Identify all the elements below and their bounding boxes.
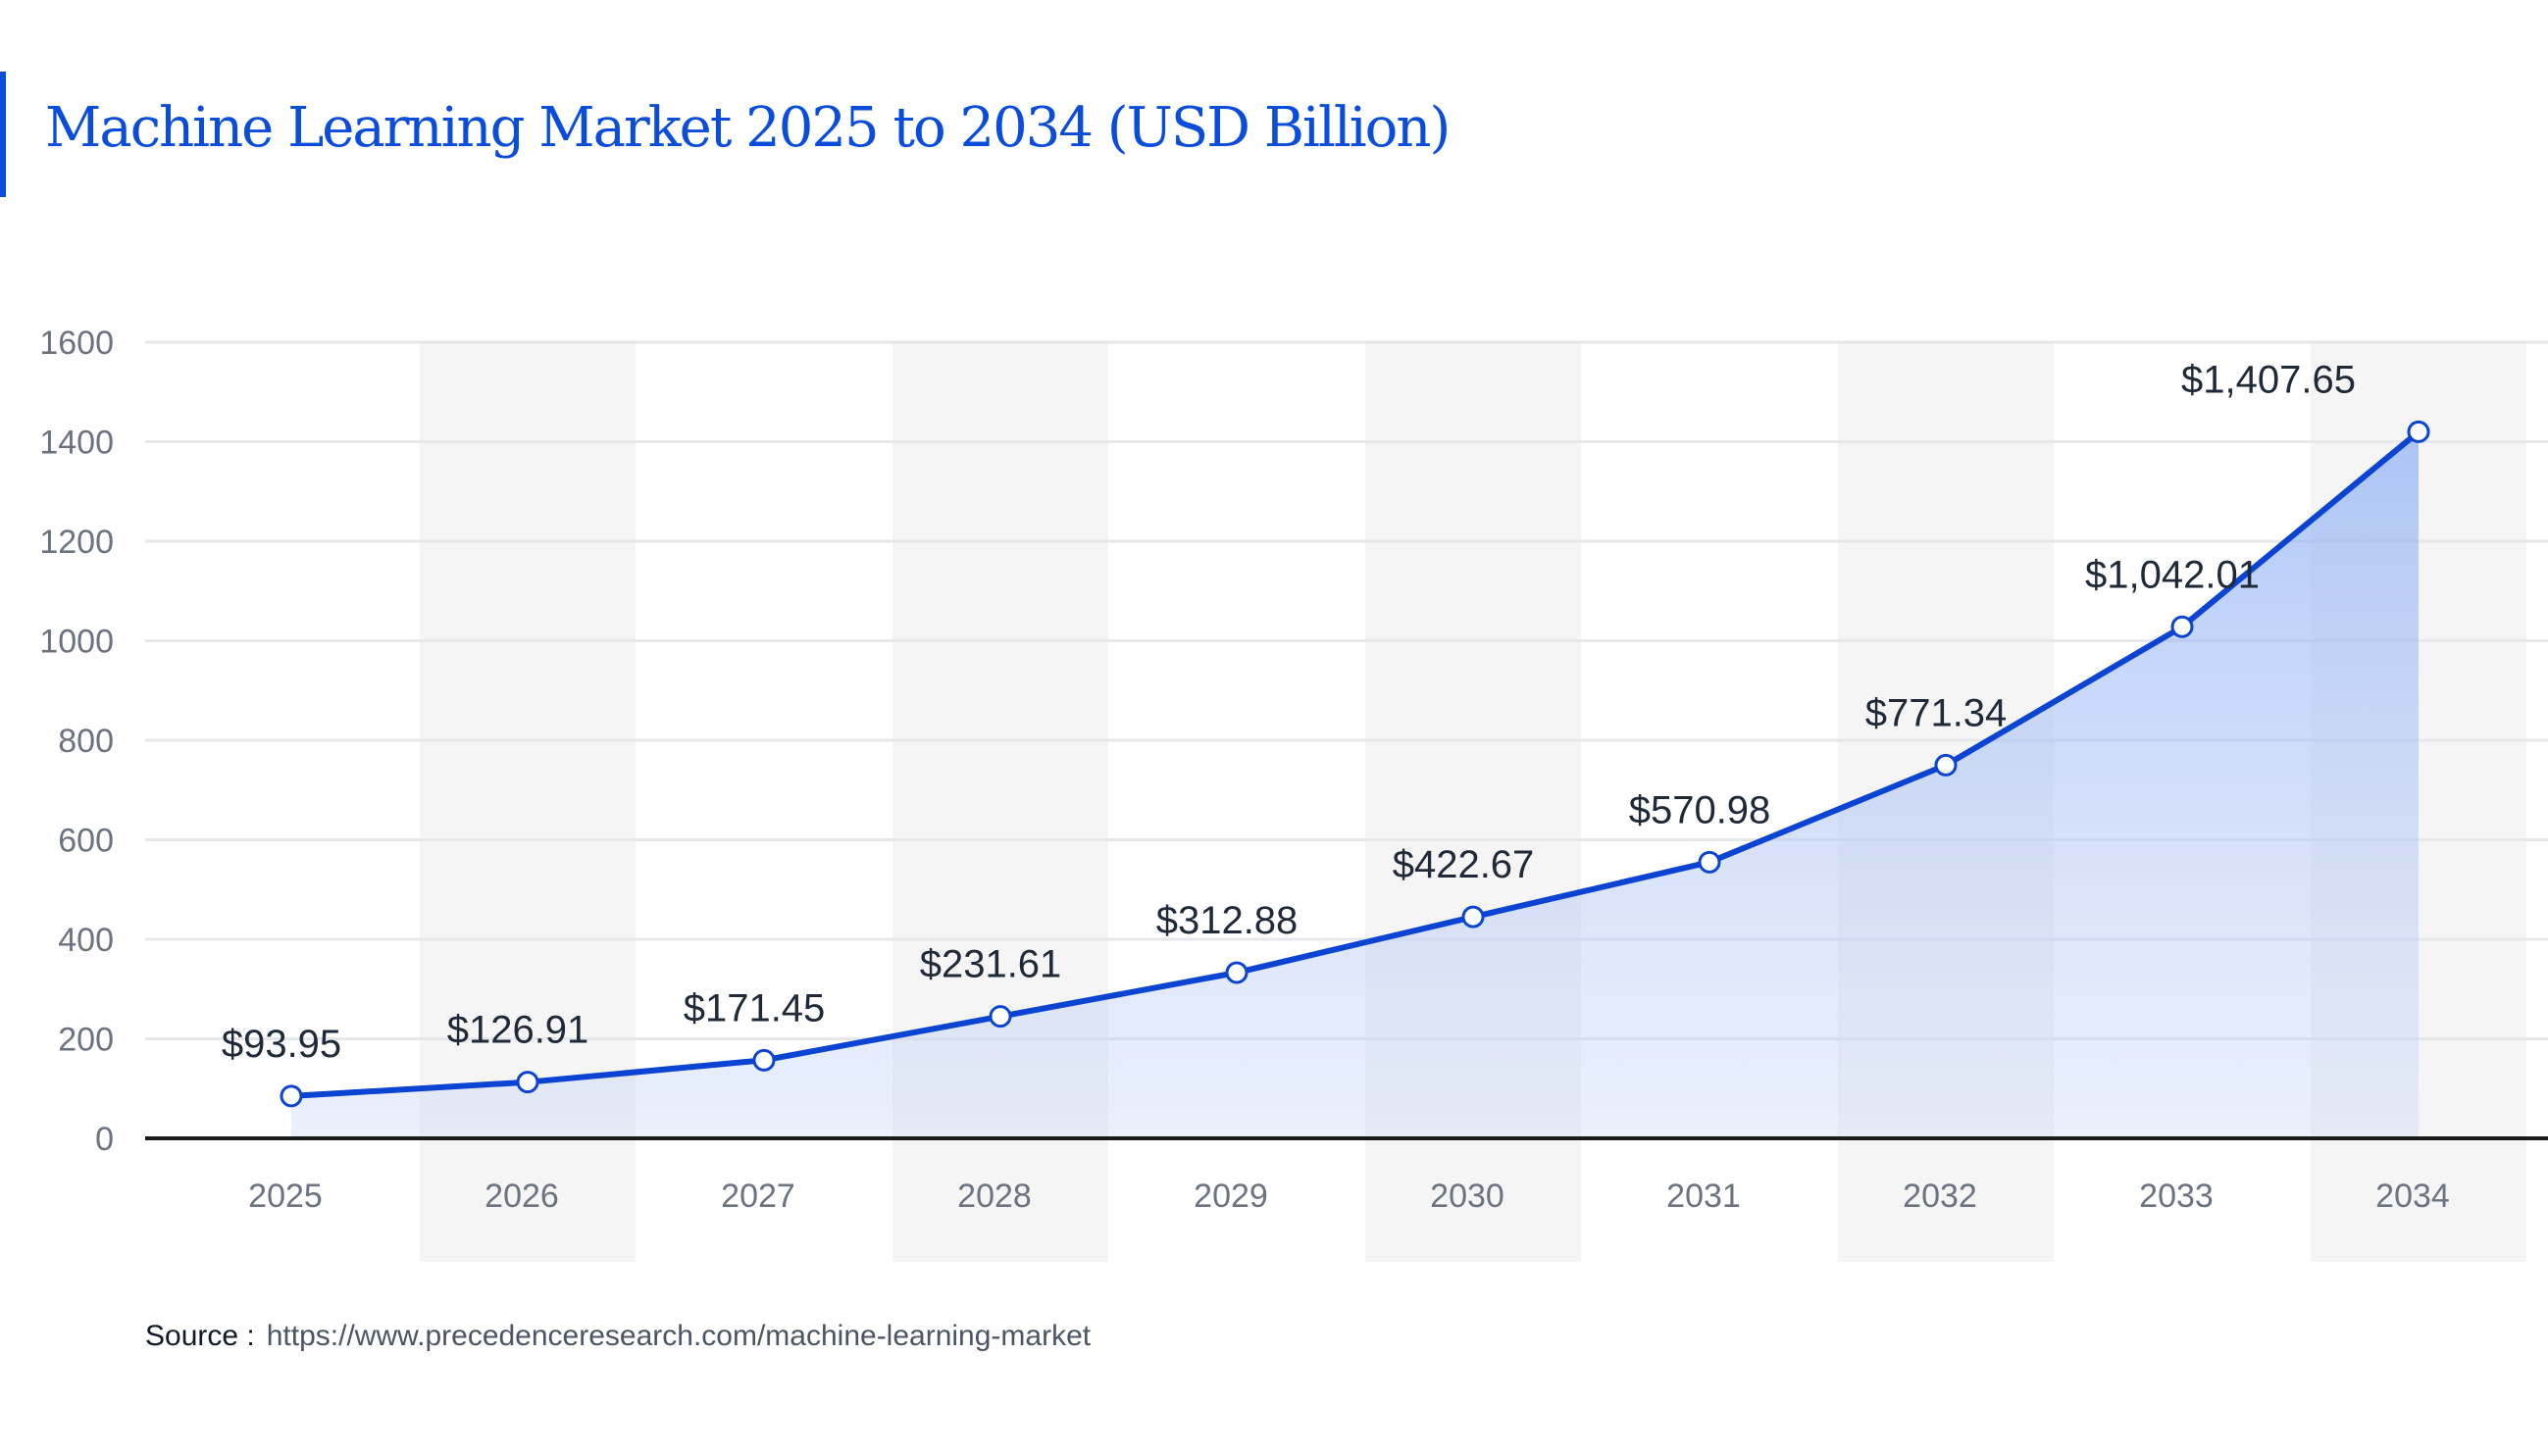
data-label-2029: $312.88 [1156,899,1299,942]
data-label-2026: $126.91 [447,1009,589,1052]
chart-title: Machine Learning Market 2025 to 2034 (US… [45,96,1451,160]
area-polygon [291,431,2419,1138]
y-tick-label-600: 600 [58,823,114,860]
x-tick-label-2031: 2031 [1666,1178,1741,1215]
x-tick-label-2025: 2025 [248,1178,323,1215]
x-tick-label-2032: 2032 [1903,1178,1977,1215]
y-tick-label-0: 0 [95,1121,114,1158]
y-tick-label-1600: 1600 [39,325,114,362]
source-note: Source : https://www.precedenceresearch.c… [145,1320,1091,1353]
data-point-2027 [752,1048,776,1072]
x-tick-label-2034: 2034 [2375,1178,2450,1215]
x-tick-label-2026: 2026 [484,1178,559,1215]
x-tick-label-2029: 2029 [1194,1178,1268,1215]
data-label-2028: $231.61 [920,943,1062,986]
title-accent-bar [0,72,6,197]
y-tick-label-200: 200 [58,1022,114,1059]
y-tick-label-400: 400 [58,922,114,959]
x-tick-label-2033: 2033 [2139,1178,2214,1215]
x-tick-label-2030: 2030 [1430,1178,1504,1215]
y-axis-ticks: 0 200 400 600 800 1000 1200 1400 1600 [39,325,114,1158]
data-point-2030 [1461,905,1485,929]
y-tick-label-800: 800 [58,723,114,760]
data-label-2030: $422.67 [1393,843,1535,886]
data-point-2028 [989,1005,1012,1029]
x-tick-label-2028: 2028 [957,1178,1032,1215]
x-axis-ticks: 2025 2026 2027 2028 2029 2030 2031 2032 2033 2034 [248,1178,2450,1215]
data-label-2034: $1,407.65 [2181,358,2356,401]
series-line [288,428,2421,1099]
y-tick-label-1400: 1400 [39,425,114,462]
data-point-2032 [1934,753,1958,777]
data-points [280,420,2430,1108]
data-label-2031: $570.98 [1629,788,1771,831]
data-label-2033: $1,042.01 [2085,553,2260,596]
data-point-2029 [1225,961,1249,984]
source-url: https://www.precedenceresearch.com/machi… [266,1320,1092,1352]
data-point-2034 [2407,420,2430,443]
data-label-2027: $171.45 [684,986,826,1029]
y-tick-label-1200: 1200 [39,524,114,561]
data-label-2032: $771.34 [1865,691,2008,734]
area-fill [291,431,2419,1138]
source-label: Source : [145,1320,255,1352]
y-tick-label-1000: 1000 [39,624,114,661]
data-point-2033 [2170,615,2194,638]
data-label-2025: $93.95 [222,1023,341,1066]
x-tick-label-2027: 2027 [721,1178,795,1215]
data-point-2031 [1698,850,1721,874]
data-point-2025 [280,1084,303,1108]
data-labels: $93.95 $126.91 $171.45 $231.61 $312.88 $422.6… [222,358,2356,1066]
data-point-2026 [516,1071,539,1094]
series-path [288,428,2421,1099]
